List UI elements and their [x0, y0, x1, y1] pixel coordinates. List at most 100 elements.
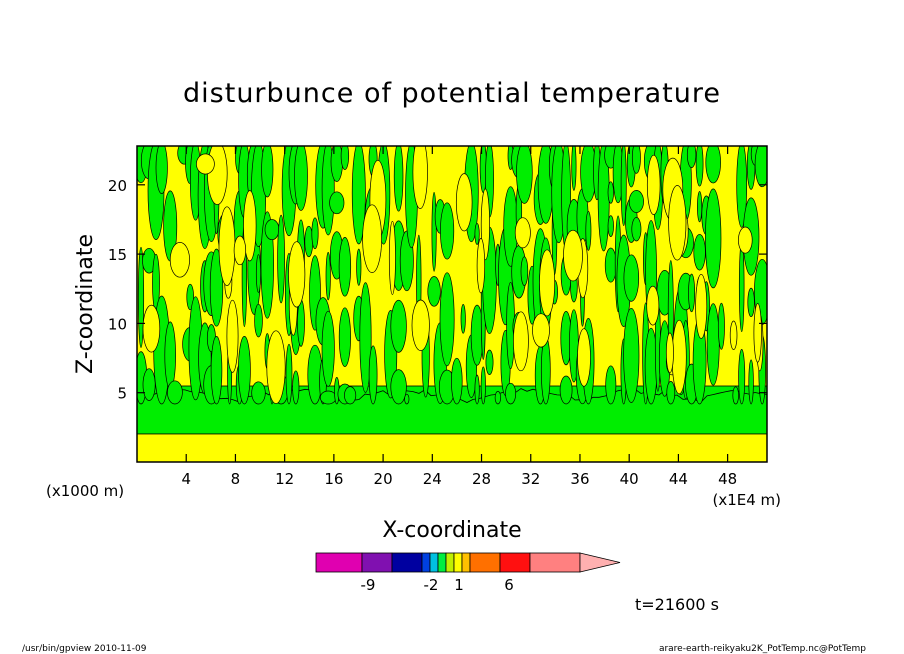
x-tick-label: 20	[374, 470, 393, 488]
contour-blob	[390, 299, 407, 353]
colorbar-segment	[421, 552, 431, 573]
contour-blob	[738, 349, 746, 405]
contour-blob	[210, 336, 223, 405]
contour-pocket	[480, 188, 490, 261]
y-axis-label: Z-coordinate	[73, 234, 98, 374]
contour-blob	[705, 146, 721, 184]
x-tick-label: 24	[423, 470, 442, 488]
contour-pocket	[671, 319, 687, 395]
contour-blob	[368, 345, 378, 405]
time-label: t=21600 s	[635, 595, 719, 614]
contour-blob	[688, 273, 696, 313]
y-tick-label: 5	[117, 385, 127, 403]
contour-blob	[747, 287, 755, 318]
contour-pocket	[668, 185, 687, 261]
contour-field	[137, 146, 767, 462]
contour-blob	[209, 248, 224, 327]
contour-blob	[754, 146, 767, 188]
x-tick-label: 36	[570, 470, 589, 488]
colorbar-segment	[469, 552, 501, 573]
x-axis: 4 8 12 16 20 24 28 32 36 40 44 48	[181, 146, 737, 488]
contour-pocket	[243, 190, 257, 262]
contour-blob	[697, 191, 703, 223]
contour-blob	[631, 146, 641, 174]
contour-pocket	[513, 311, 529, 372]
contour-blob	[338, 307, 351, 367]
contour-blob	[393, 146, 404, 212]
footer-left: /usr/bin/gpview 2010-11-09	[22, 644, 147, 654]
plot-frame	[136, 145, 768, 463]
contour-blob	[706, 303, 720, 386]
contour-pocket	[563, 229, 583, 282]
contour-blob	[330, 146, 343, 182]
contour-blob	[686, 146, 697, 168]
colorbar-tick-label: -2	[424, 576, 439, 594]
contour-pocket	[226, 299, 239, 373]
contour-blob	[505, 382, 517, 405]
chart-title: disturbunce of potential temperature	[183, 78, 721, 109]
contour-blob	[717, 302, 725, 350]
contour-pocket	[539, 249, 556, 317]
contour-blob	[732, 386, 739, 405]
contour-blob	[516, 146, 533, 204]
x-axis-label: X-coordinate	[382, 518, 521, 543]
contour-pocket	[412, 146, 428, 209]
contour-blob	[559, 375, 573, 405]
contour-blob	[705, 188, 722, 289]
x-tick-label: 28	[472, 470, 491, 488]
contour-blob	[356, 248, 362, 286]
y-tick-label: 20	[108, 177, 127, 195]
contour-blob	[285, 343, 293, 405]
contour-pocket	[695, 273, 708, 339]
contour-blob	[460, 303, 466, 334]
contour-blob	[585, 211, 592, 251]
contour-band-surface	[137, 434, 767, 462]
contour-blob	[480, 366, 486, 405]
contour-blob	[736, 146, 748, 228]
contour-blob	[238, 336, 251, 405]
contour-blob	[155, 146, 168, 194]
colorbar-segment	[429, 552, 439, 573]
contour-blob	[474, 374, 480, 405]
colorbar: -9 -2 1 6	[315, 552, 621, 594]
colorbar-tick-label: 1	[454, 576, 464, 594]
contour-blob	[254, 303, 263, 338]
x-tick-label: 40	[620, 470, 639, 488]
contour-blob	[605, 365, 617, 405]
contour-blob	[344, 386, 357, 405]
contour-blob	[186, 283, 194, 311]
contour-pocket	[411, 299, 430, 351]
y-unit-label: (x1000 m)	[46, 482, 124, 500]
contour-pocket	[729, 320, 738, 350]
contour-pocket	[196, 153, 215, 175]
contour-pocket	[288, 241, 306, 308]
contour-blob	[264, 219, 280, 241]
contour-blob	[666, 381, 676, 405]
contour-pocket	[455, 173, 473, 232]
contour-blob	[311, 217, 319, 250]
contour-pocket	[218, 206, 236, 286]
colorbar-tick-label: -9	[361, 576, 376, 594]
contour-pocket	[233, 235, 247, 266]
colorbar-segment	[445, 552, 455, 573]
contour-blob	[494, 391, 502, 405]
contour-blob	[693, 233, 706, 271]
contour-blob	[390, 369, 407, 405]
contour-pocket	[362, 204, 382, 273]
colorbar-segment	[391, 552, 423, 573]
y-axis: 5 10 15 20	[108, 177, 767, 403]
contour-blob	[474, 222, 480, 245]
contour-blob	[137, 246, 145, 348]
contour-blob	[607, 215, 614, 237]
contour-pocket	[388, 220, 396, 295]
contour-blob	[623, 307, 640, 403]
x-tick-label: 8	[231, 470, 241, 488]
colorbar-tick-label: 6	[504, 576, 514, 594]
colorbar-segment	[315, 552, 363, 573]
x-tick-label: 44	[669, 470, 688, 488]
contour-blob	[338, 237, 352, 297]
contour-blob	[631, 217, 642, 242]
colorbar-segment	[499, 552, 531, 573]
contour-blob	[164, 321, 176, 390]
